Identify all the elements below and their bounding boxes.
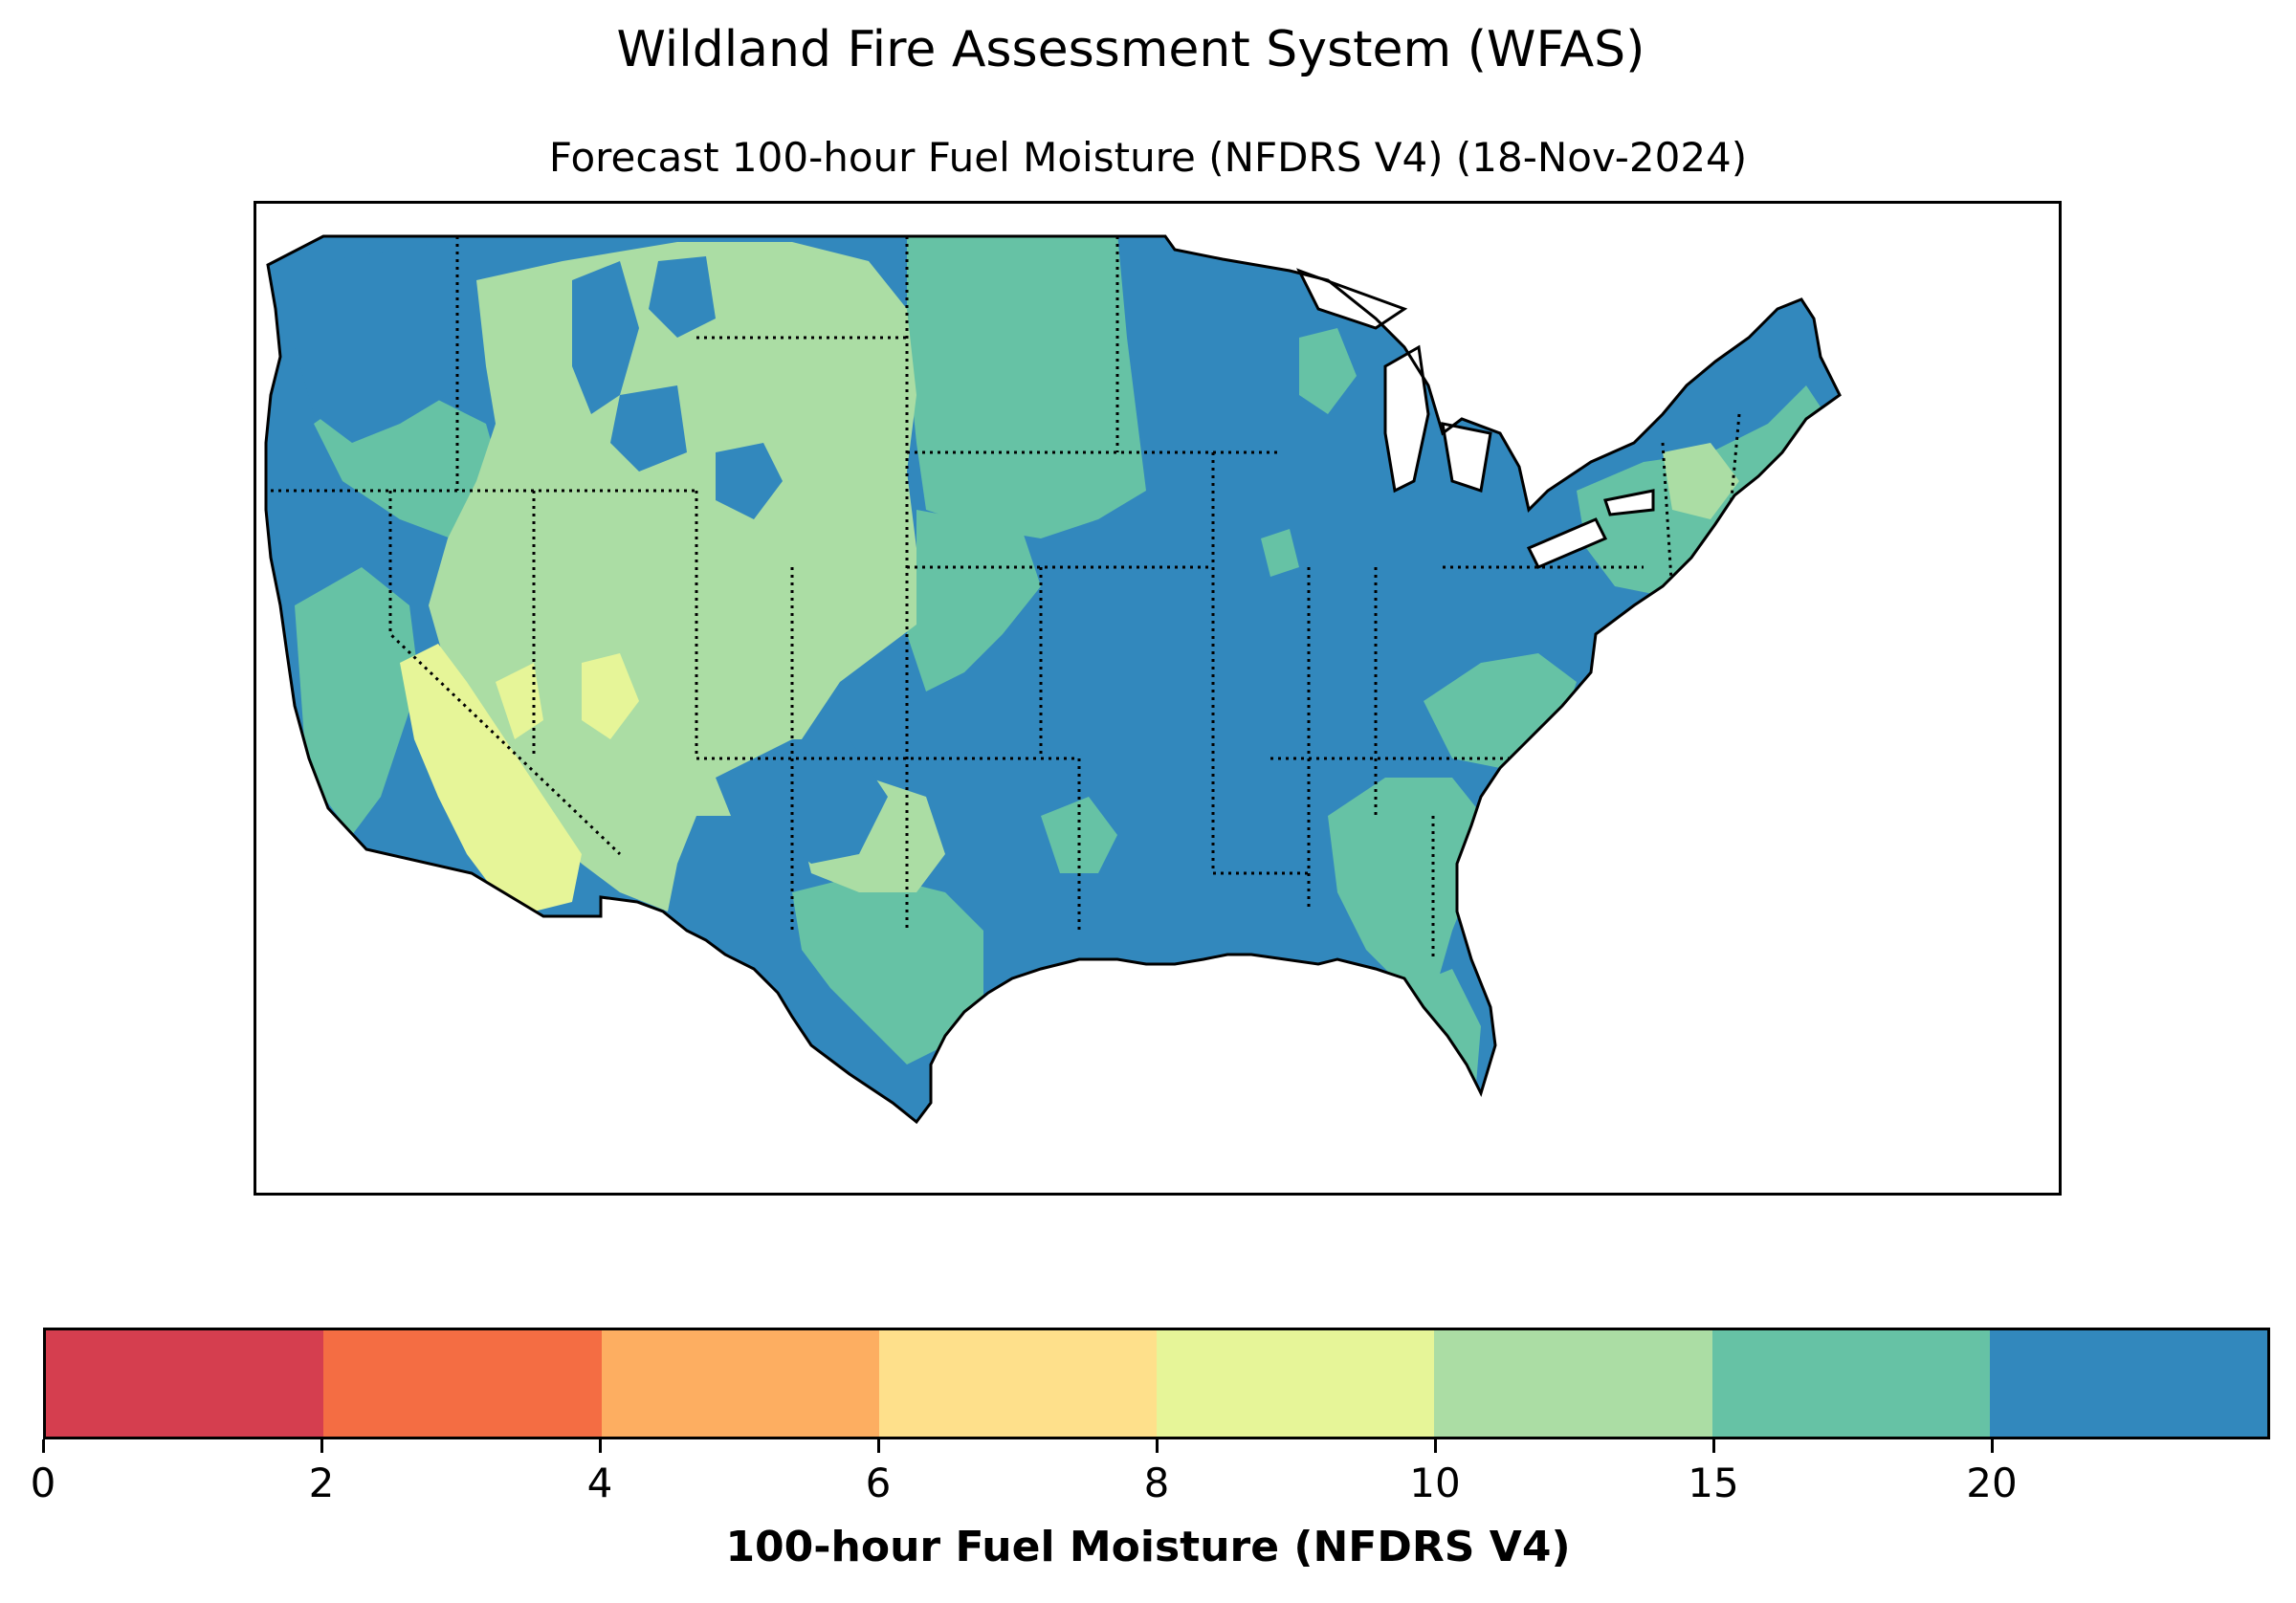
us-fuel-moisture-map bbox=[264, 234, 1842, 1124]
colorbar-tick bbox=[1991, 1439, 1994, 1453]
colorbar-tick-label: 15 bbox=[1688, 1460, 1739, 1506]
colorbar-tick bbox=[42, 1439, 45, 1453]
colorbar bbox=[43, 1328, 2270, 1439]
colorbar-segment bbox=[1157, 1330, 1435, 1437]
colorbar-segment bbox=[1434, 1330, 1712, 1437]
colorbar-ticks bbox=[42, 1439, 2270, 1459]
colorbar-tick-label: 0 bbox=[30, 1460, 56, 1506]
colorbar-tick-label: 2 bbox=[308, 1460, 335, 1506]
colorbar-segment bbox=[1711, 1330, 1990, 1437]
map-title: Forecast 100-hour Fuel Moisture (NFDRS V… bbox=[548, 134, 1748, 181]
colorbar-segment bbox=[46, 1330, 324, 1437]
colorbar-tick-label: 4 bbox=[586, 1460, 613, 1506]
state-borders bbox=[271, 236, 1741, 959]
moisture-20plus-islands bbox=[295, 242, 888, 864]
colorbar-tick bbox=[320, 1439, 323, 1453]
figure-suptitle: Wildland Fire Assessment System (WFAS) bbox=[616, 21, 1645, 78]
colorbar-segment bbox=[878, 1330, 1157, 1437]
colorbar-label: 100-hour Fuel Moisture (NFDRS V4) bbox=[725, 1523, 1571, 1571]
moisture-8-10-zones bbox=[400, 644, 639, 911]
colorbar-tick bbox=[1156, 1439, 1159, 1453]
colorbar-tick-label: 8 bbox=[1143, 1460, 1170, 1506]
colorbar-tick bbox=[599, 1439, 602, 1453]
colorbar-tick bbox=[1712, 1439, 1715, 1453]
colorbar-segment bbox=[1989, 1330, 2267, 1437]
colorbar-segment bbox=[601, 1330, 879, 1437]
colorbar-tick bbox=[1434, 1439, 1437, 1453]
colorbar-tick-label: 10 bbox=[1409, 1460, 1461, 1506]
colorbar-segment bbox=[323, 1330, 602, 1437]
great-lakes bbox=[1295, 268, 1655, 569]
colorbar-tick bbox=[877, 1439, 880, 1453]
map-frame bbox=[254, 201, 2062, 1196]
colorbar-tick-label: 20 bbox=[1966, 1460, 2018, 1506]
colorbar-tick-label: 6 bbox=[865, 1460, 892, 1506]
fuel-moisture-fill bbox=[266, 236, 1840, 1122]
